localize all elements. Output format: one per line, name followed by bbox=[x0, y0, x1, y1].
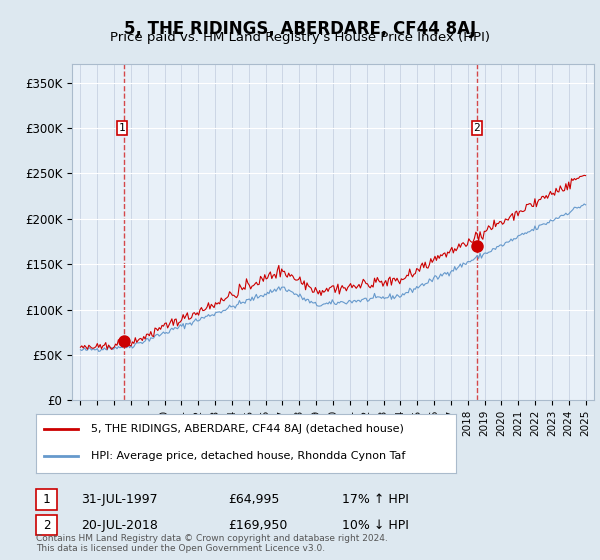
Text: 17% ↑ HPI: 17% ↑ HPI bbox=[342, 493, 409, 506]
Text: 1: 1 bbox=[119, 123, 125, 133]
Text: 5, THE RIDINGS, ABERDARE, CF44 8AJ: 5, THE RIDINGS, ABERDARE, CF44 8AJ bbox=[124, 20, 476, 38]
Text: 2: 2 bbox=[43, 519, 50, 532]
Text: Contains HM Land Registry data © Crown copyright and database right 2024.
This d: Contains HM Land Registry data © Crown c… bbox=[36, 534, 388, 553]
Text: HPI: Average price, detached house, Rhondda Cynon Taf: HPI: Average price, detached house, Rhon… bbox=[91, 451, 405, 460]
Text: 2: 2 bbox=[473, 123, 481, 133]
Text: 31-JUL-1997: 31-JUL-1997 bbox=[81, 493, 158, 506]
Text: £169,950: £169,950 bbox=[228, 519, 287, 532]
Text: Price paid vs. HM Land Registry's House Price Index (HPI): Price paid vs. HM Land Registry's House … bbox=[110, 31, 490, 44]
Text: 1: 1 bbox=[43, 493, 50, 506]
Text: £64,995: £64,995 bbox=[228, 493, 280, 506]
Text: 5, THE RIDINGS, ABERDARE, CF44 8AJ (detached house): 5, THE RIDINGS, ABERDARE, CF44 8AJ (deta… bbox=[91, 424, 403, 434]
Text: 20-JUL-2018: 20-JUL-2018 bbox=[81, 519, 158, 532]
Text: 10% ↓ HPI: 10% ↓ HPI bbox=[342, 519, 409, 532]
